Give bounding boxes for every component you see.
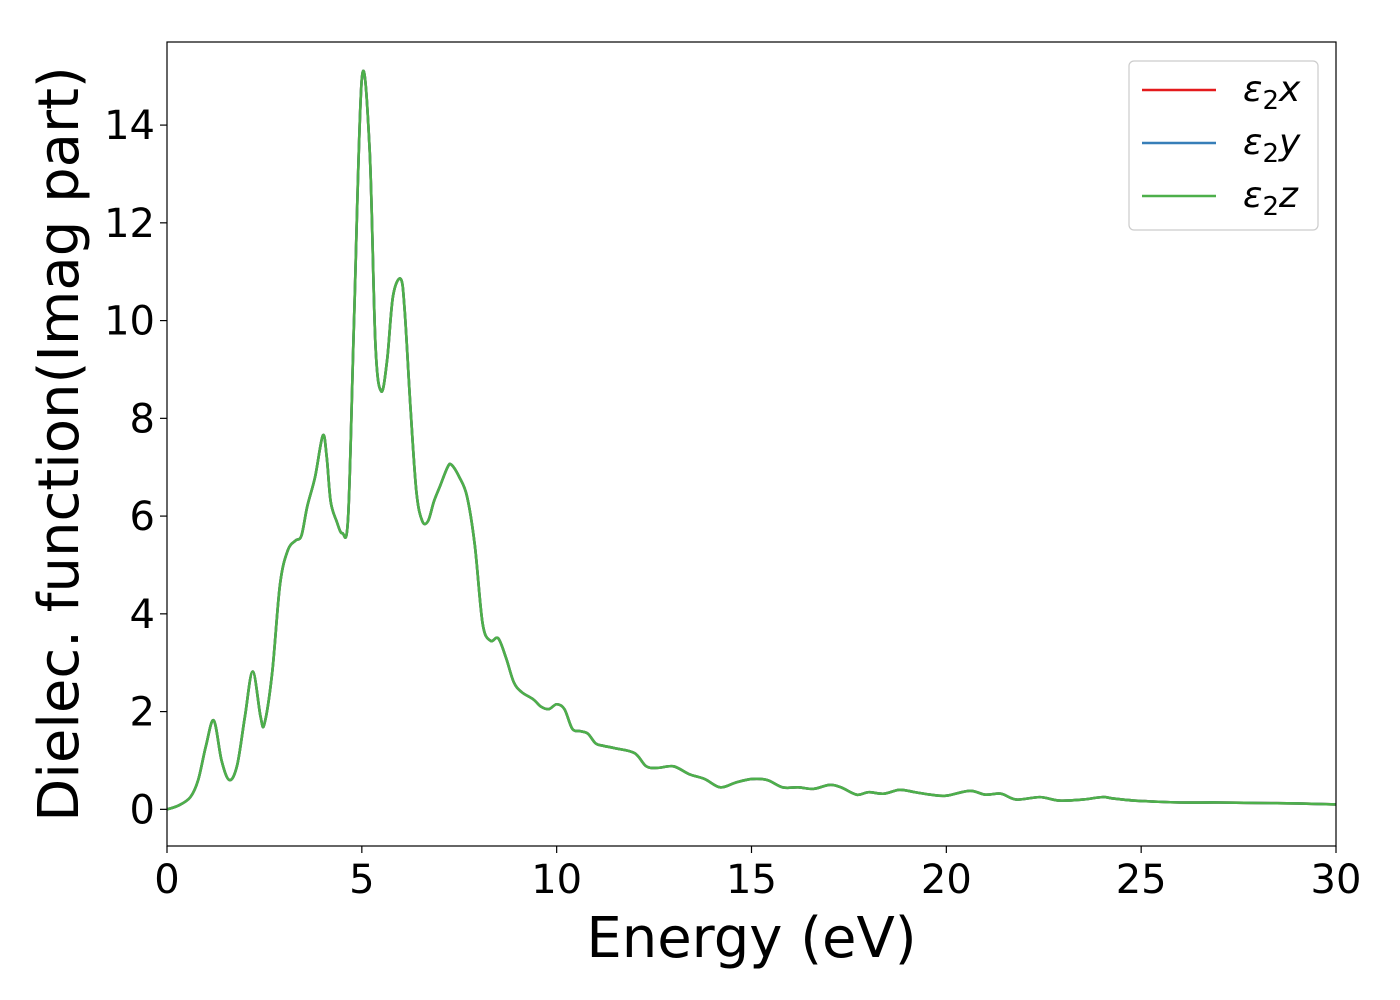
y-tick-label: 4 xyxy=(130,592,155,638)
series-line-z xyxy=(167,69,1336,811)
y-tick-label: 10 xyxy=(104,299,155,345)
y-axis-ticks: 0 2 4 6 8 10 12 14 xyxy=(104,103,167,833)
legend-label-z: ε2z xyxy=(1243,175,1299,222)
x-tick-label: 10 xyxy=(531,857,582,903)
x-tick-label: 5 xyxy=(349,857,374,903)
x-tick-label: 0 xyxy=(154,857,179,903)
x-tick-label: 20 xyxy=(921,857,972,903)
x-tick-label: 30 xyxy=(1311,857,1362,903)
y-tick-label: 2 xyxy=(130,690,155,736)
x-tick-label: 15 xyxy=(726,857,777,903)
y-tick-label: 14 xyxy=(104,103,155,149)
plot-lines xyxy=(167,69,1336,811)
x-tick-label: 25 xyxy=(1116,857,1167,903)
y-tick-label: 6 xyxy=(130,494,155,540)
legend-label-x: ε2x xyxy=(1243,69,1301,116)
y-tick-label: 12 xyxy=(104,201,155,247)
x-axis-label: Energy (eV) xyxy=(586,906,916,971)
legend-box xyxy=(1128,60,1319,231)
legend: ε2x ε2y ε2z xyxy=(1128,60,1319,231)
legend-label-y: ε2y xyxy=(1243,122,1301,169)
y-axis-label: Dielec. function(Imag part) xyxy=(27,66,92,822)
y-tick-label: 8 xyxy=(130,396,155,442)
y-tick-label: 0 xyxy=(130,787,155,833)
x-axis-ticks: 0 5 10 15 20 25 30 xyxy=(154,846,1361,903)
